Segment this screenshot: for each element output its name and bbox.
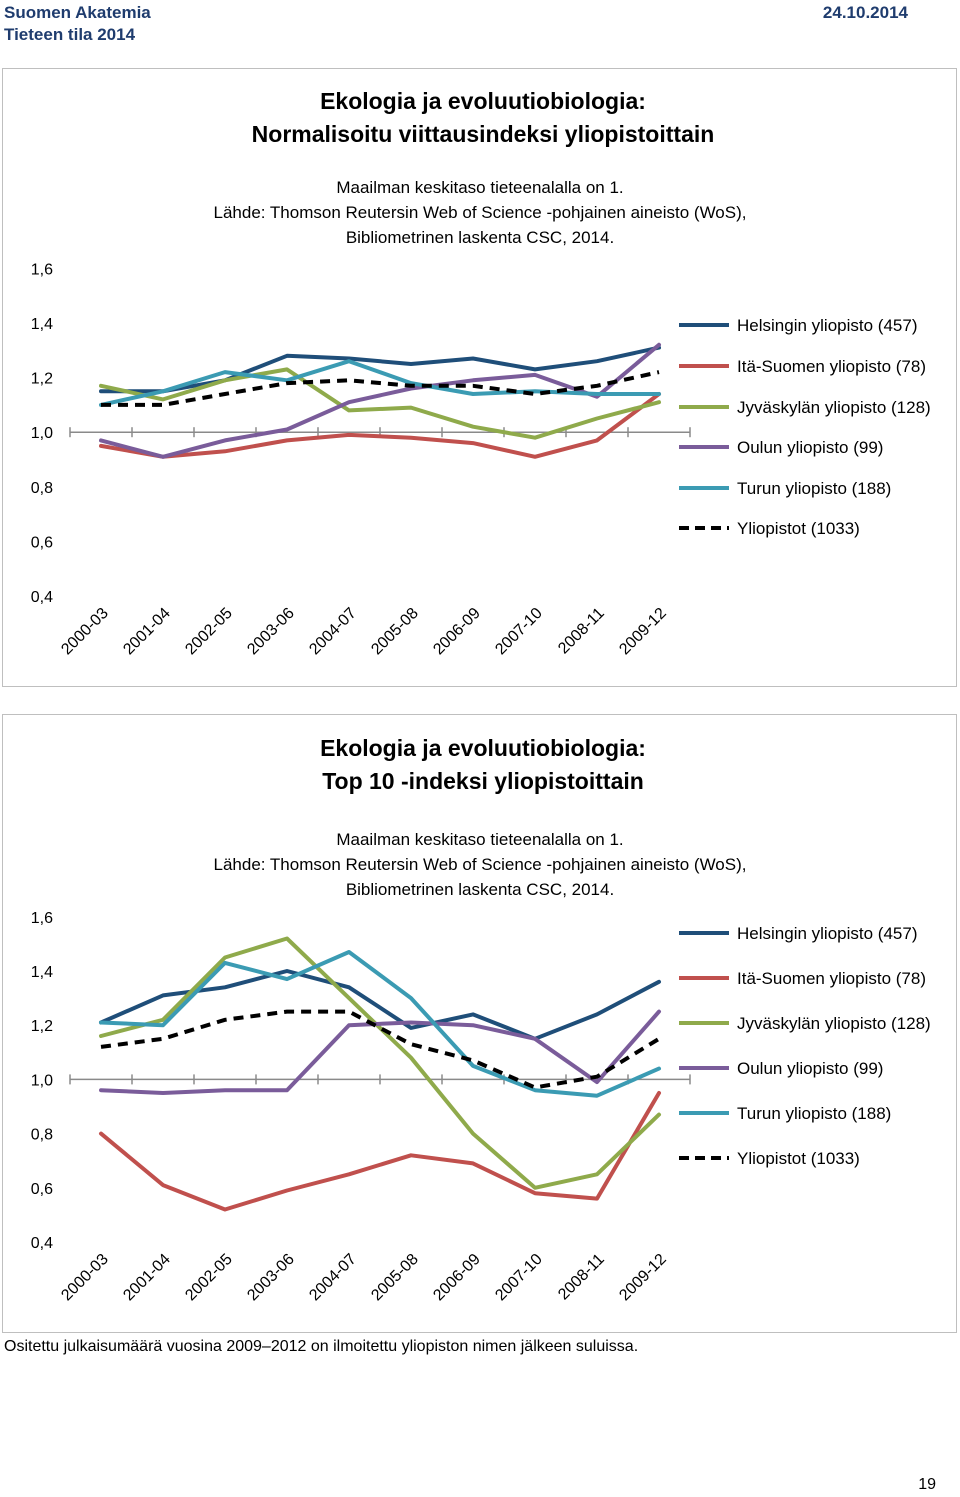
chart-note: Bibliometrinen laskenta CSC, 2014. [346,880,614,899]
x-tick-label: 2000-03 [58,1251,112,1305]
series-line-oulu [99,342,661,459]
series-line-jyvaskyla [99,936,661,1190]
org-name: Suomen Akatemia [4,3,151,22]
y-tick-label: 1,6 [31,910,53,927]
series-line-turku [99,950,661,1098]
x-tick-label: 2007-10 [492,605,546,659]
x-tick-label: 2009-12 [616,605,670,659]
y-tick-label: 1,0 [31,1072,53,1089]
y-tick-label: 0,4 [31,589,53,606]
series-line-turku [99,359,661,407]
legend-label: Helsingin yliopisto (457) [737,924,917,943]
chart-title: Ekologia ja evoluutiobiologia: [320,735,646,761]
chart-1-svg: Ekologia ja evoluutiobiologia: Normalisoi… [31,88,931,659]
y-tick-label: 0,6 [31,534,53,551]
series-line-ita_suomi [99,392,661,459]
x-tick-label: 2003-06 [244,1251,298,1305]
chart-normalized-citation-index: Ekologia ja evoluutiobiologia: Normalisoi… [2,68,957,687]
x-tick-label: 2000-03 [58,605,112,659]
legend-label: Jyväskylän yliopisto (128) [737,398,931,417]
legend-label: Itä-Suomen yliopisto (78) [737,969,926,988]
y-tick-label: 0,8 [31,1127,53,1144]
y-tick-label: 1,2 [31,1018,53,1035]
x-tick-label: 2003-06 [244,605,298,659]
y-tick-label: 1,0 [31,425,53,442]
y-tick-label: 0,4 [31,1235,53,1252]
legend-label: Oulun yliopisto (99) [737,1059,883,1078]
series-line-yliopistot [100,1009,661,1090]
x-tick-label: 2004-07 [306,1251,360,1305]
y-tick-label: 1,4 [31,964,53,981]
x-tick-label: 2004-07 [306,605,360,659]
legend-label: Turun yliopisto (188) [737,1104,891,1123]
y-tick-label: 1,4 [31,316,53,333]
chart-note: Maailman keskitaso tieteenalalla on 1. [336,830,623,849]
legend-label: Turun yliopisto (188) [737,479,891,498]
header-date: 24.10.2014 [822,3,908,22]
x-tick-label: 2008-11 [555,1251,608,1304]
x-tick-label: 2001-04 [120,605,174,659]
report-name: Tieteen tila 2014 [4,25,136,44]
chart-subtitle: Top 10 -indeksi yliopistoittain [322,768,644,794]
x-tick-label: 2001-04 [120,1251,174,1305]
y-tick-label: 1,6 [31,261,53,278]
chart-note: Lähde: Thomson Reutersin Web of Science … [214,203,747,222]
x-tick-label: 2002-05 [182,1251,236,1305]
x-tick-label: 2007-10 [492,1251,546,1305]
legend-label: Jyväskylän yliopisto (128) [737,1014,931,1033]
x-tick-label: 2002-05 [182,605,236,659]
x-tick-label: 2006-09 [430,1251,484,1305]
chart-note: Maailman keskitaso tieteenalalla on 1. [336,178,623,197]
series-line-oulu [99,1009,661,1095]
legend-label: Helsingin yliopisto (457) [737,316,917,335]
x-tick-label: 2009-12 [616,1251,670,1305]
x-tick-label: 2008-11 [555,605,608,658]
series-line-helsinki [99,345,661,394]
series-line-yliopistot [101,370,660,407]
chart-note: Bibliometrinen laskenta CSC, 2014. [346,228,614,247]
series-line-jyvaskyla [99,367,661,440]
legend-label: Oulun yliopisto (99) [737,438,883,457]
footnote: Ositettu julkaisumäärä vuosina 2009–2012… [4,1338,639,1355]
chart-note: Lähde: Thomson Reutersin Web of Science … [214,855,747,874]
chart-top10-index: Ekologia ja evoluutiobiologia: Top 10 -in… [2,714,957,1333]
chart-title: Ekologia ja evoluutiobiologia: [320,88,646,114]
y-tick-label: 1,2 [31,371,53,388]
header-left: Suomen Akatemia Tieteen tila 2014 [4,2,151,46]
chart-subtitle: Normalisoitu viittausindeksi yliopistoit… [252,121,715,147]
x-tick-label: 2005-08 [368,1251,422,1305]
page-number: 19 [918,1476,936,1493]
x-tick-label: 2005-08 [368,605,422,659]
chart-2-svg: Ekologia ja evoluutiobiologia: Top 10 -in… [31,735,931,1305]
series-line-ita_suomi [99,1091,661,1212]
legend-label: Itä-Suomen yliopisto (78) [737,357,926,376]
y-tick-label: 0,8 [31,480,53,497]
x-tick-label: 2006-09 [430,605,484,659]
y-tick-label: 0,6 [31,1181,53,1198]
legend-label: Yliopistot (1033) [737,519,860,538]
legend-label: Yliopistot (1033) [737,1149,860,1168]
